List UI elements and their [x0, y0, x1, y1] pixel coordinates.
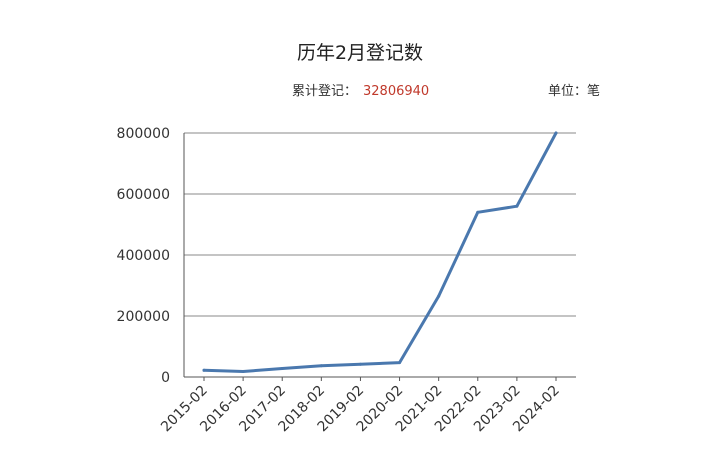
y-tick-labels: 0 200000 400000 600000 800000 — [117, 126, 170, 386]
data-point — [515, 204, 519, 208]
y-tick-label: 400000 — [117, 248, 170, 264]
data-point — [476, 210, 480, 214]
axes — [183, 133, 576, 381]
data-point — [554, 131, 558, 135]
data-point — [280, 366, 284, 370]
total-label: 累计登记： — [292, 84, 358, 99]
y-tick-label: 600000 — [117, 187, 170, 203]
y-tick-label: 200000 — [117, 309, 170, 325]
y-tick-label: 0 — [161, 370, 170, 386]
y-tick-label: 800000 — [117, 126, 170, 142]
total-value: 32806940 — [363, 84, 430, 99]
total-registrations: 累计登记： 32806940 — [292, 80, 429, 99]
data-point — [358, 362, 362, 366]
data-point — [398, 361, 402, 365]
x-tick-labels: 2015-022016-022017-022018-022019-022020-… — [158, 383, 563, 436]
data-point — [241, 370, 245, 374]
data-point — [202, 368, 206, 372]
page-title: 历年2月登记数 — [296, 42, 424, 64]
grid-lines — [184, 132, 576, 317]
series-layer — [202, 131, 558, 374]
data-point — [319, 364, 323, 368]
series-line — [202, 131, 558, 374]
data-point — [437, 294, 441, 298]
unit-label: 单位：笔 — [548, 84, 601, 99]
